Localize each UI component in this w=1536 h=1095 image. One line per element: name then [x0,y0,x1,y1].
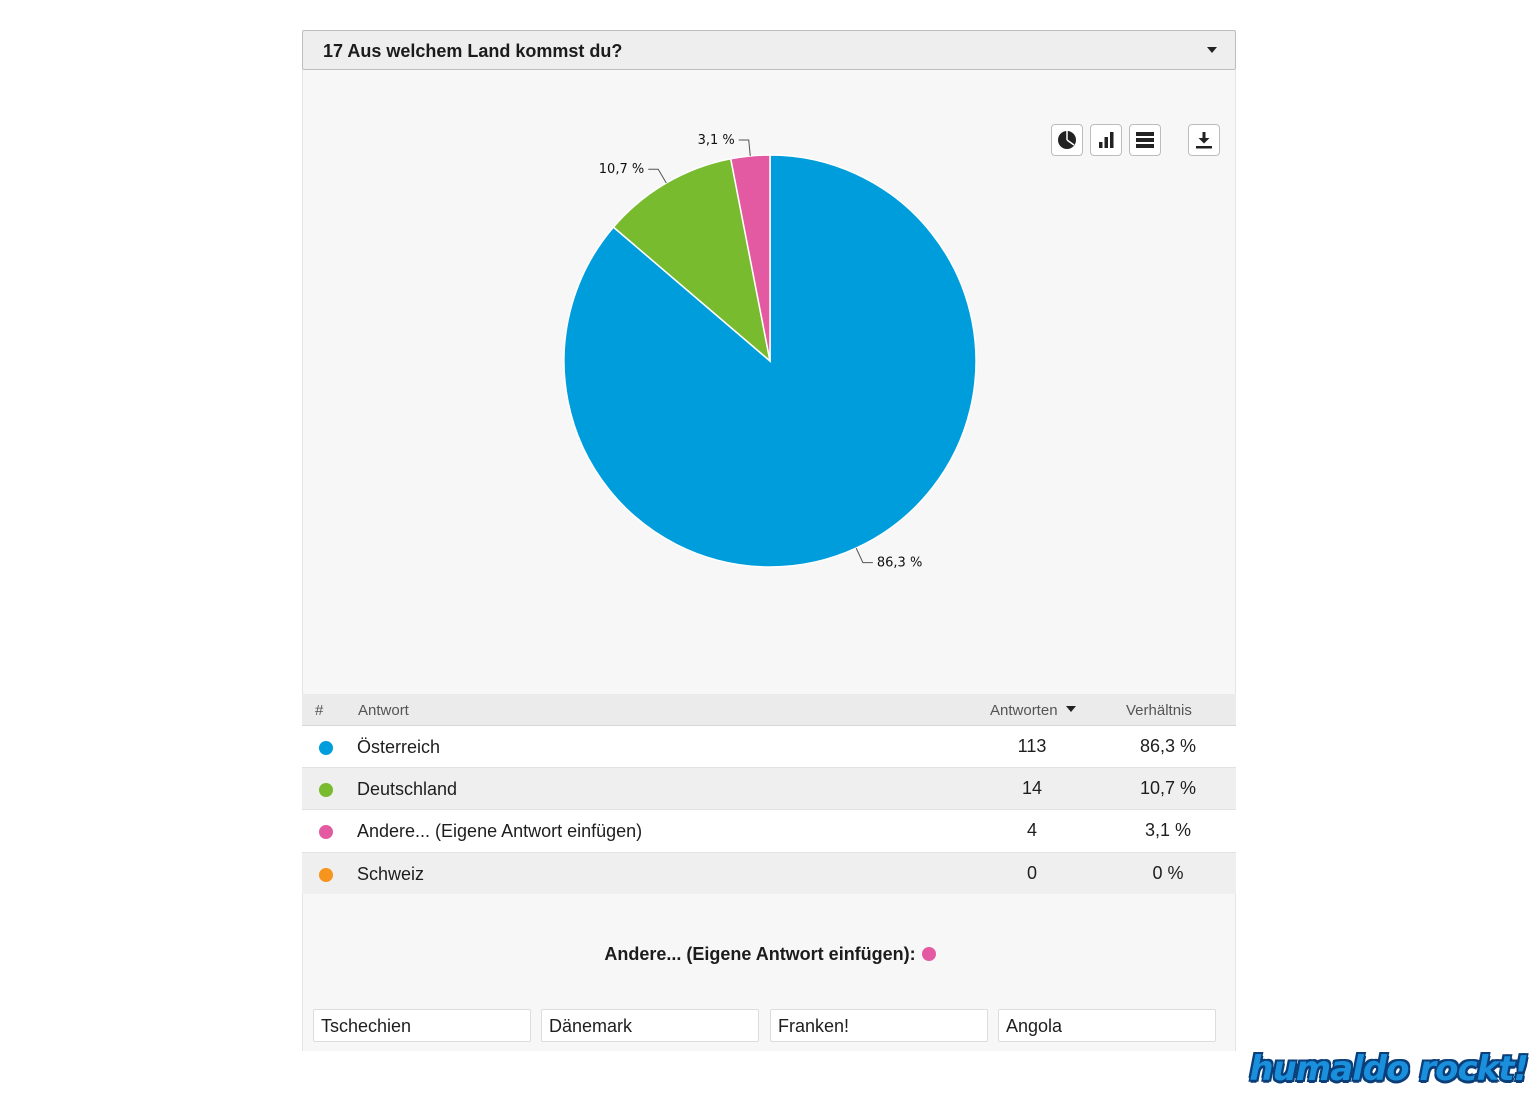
other-answers-title-text: Andere... (Eigene Antwort einfügen): [604,944,916,964]
color-dot-icon [319,783,333,797]
row-label: Deutschland [357,779,458,799]
row-count: 0 [1026,863,1037,883]
other-answers-section: Andere... (Eigene Antwort einfügen): Tsc… [302,894,1236,1051]
bar-chart-icon [1099,132,1114,148]
pie-chart-button[interactable] [1051,124,1083,156]
leader-line [855,547,873,564]
table-row: Schweiz 0 0 % [302,853,1236,894]
sort-caret-icon [1065,706,1076,712]
table-row: Andere... (Eigene Antwort einfügen) 4 3,… [302,810,1236,853]
slice-percent-label: 10,7 % [599,162,644,177]
download-button[interactable] [1188,124,1220,156]
header-index: # [315,702,324,719]
leader-line [738,139,751,156]
other-answer-item: Angola [998,1009,1216,1042]
header-count-label: Antworten [990,702,1058,719]
table-view-button[interactable] [1129,124,1161,156]
row-label: Andere... (Eigene Antwort einfügen) [357,821,643,841]
leader-line [648,168,667,184]
color-dot-icon [319,825,333,839]
bar-chart-button[interactable] [1090,124,1122,156]
row-ratio: 10,7 % [1139,778,1197,798]
header-count-sort[interactable]: Antworten [990,702,1076,719]
other-answers-title: Andere... (Eigene Antwort einfügen): [303,944,1237,965]
row-label: Österreich [357,737,441,757]
header-ratio: Verhältnis [1126,702,1192,719]
table-header: # Antwort Antworten Verhältnis [302,694,1236,726]
question-header[interactable]: 17 Aus welchem Land kommst du? [302,30,1236,70]
header-answer: Antwort [358,702,409,719]
watermark-logo: humaldo rockt! [1249,1049,1529,1089]
pie-chart-icon [1058,131,1076,149]
question-title: 17 Aus welchem Land kommst du? [323,41,623,61]
color-dot-icon [319,868,333,882]
pie-chart: 86,3 % 10,7 % 3,1 % [563,133,977,571]
other-answer-item: Tschechien [313,1009,531,1042]
pie-slice[interactable] [612,157,772,363]
table-row: Österreich 113 86,3 % [302,726,1236,768]
table-icon [1136,132,1154,148]
row-count: 4 [1026,820,1037,840]
other-answer-item: Franken! [770,1009,988,1042]
row-ratio: 86,3 % [1139,736,1197,756]
row-count: 113 [1017,736,1047,756]
color-dot-icon [921,947,936,961]
row-label: Schweiz [357,864,425,884]
download-icon [1196,132,1212,149]
row-ratio: 3,1 % [1144,820,1192,840]
row-count: 14 [1021,778,1043,798]
table-row: Deutschland 14 10,7 % [302,768,1236,810]
caret-down-icon[interactable] [1207,47,1217,53]
slice-percent-label: 86,3 % [877,556,922,571]
other-answer-item: Dänemark [541,1009,759,1042]
chart-area: 86,3 % 10,7 % 3,1 % [302,70,1236,694]
slice-percent-label: 3,1 % [698,133,735,148]
question-panel: 17 Aus welchem Land kommst du? 86,3 % 10,… [302,30,1236,1051]
color-dot-icon [319,741,333,755]
row-ratio: 0 % [1152,863,1184,883]
